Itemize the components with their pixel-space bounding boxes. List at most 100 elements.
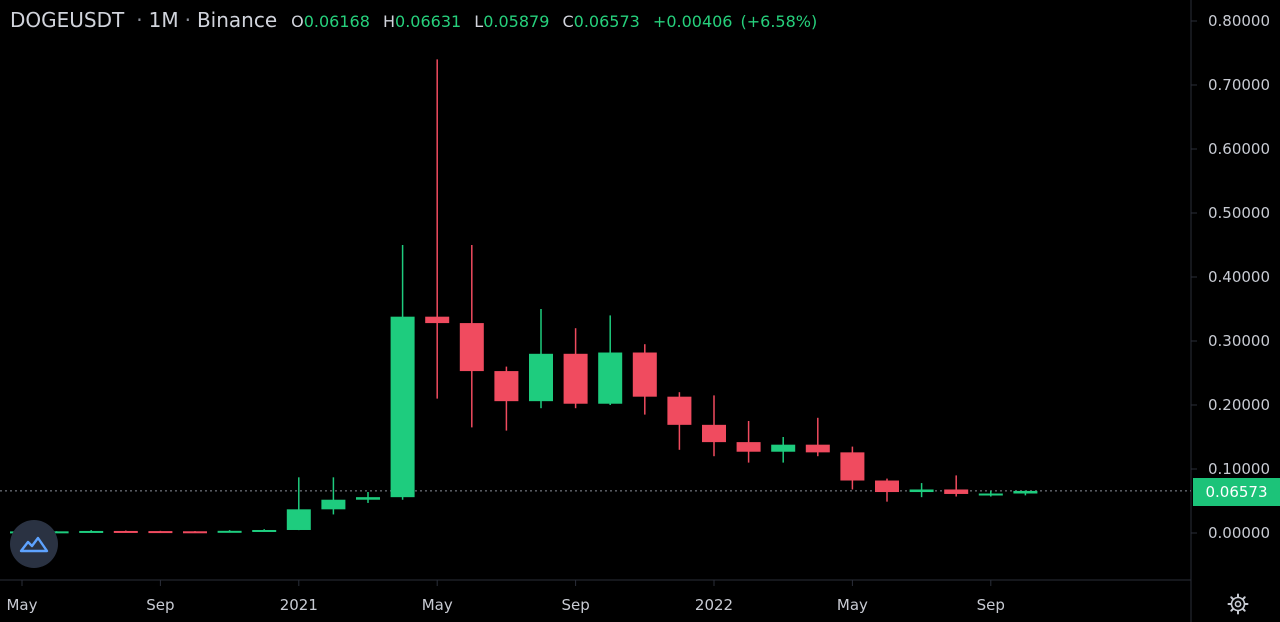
exchange-label: Binance (196, 8, 278, 32)
ohlc-values: O0.06168 H0.06631 L0.05879 C0.06573 +0.0… (291, 12, 825, 31)
candle (44, 531, 69, 534)
candle (736, 421, 761, 463)
price-tick-label: 0.50000 (1208, 204, 1270, 222)
candle (805, 417, 830, 457)
price-tick-label: 0.10000 (1208, 460, 1270, 478)
candle (944, 475, 969, 497)
candle-body (805, 444, 830, 453)
chart-legend: DOGEUSDT · 1M · Binance O0.06168 H0.0663… (10, 8, 825, 32)
legend-separator: · (136, 8, 143, 32)
candle (563, 328, 588, 409)
candle-body (494, 371, 519, 402)
candle-body (183, 531, 207, 534)
candle (286, 477, 311, 531)
candle (321, 477, 346, 515)
candle (529, 309, 553, 409)
candle (390, 245, 415, 500)
candle (632, 344, 657, 415)
candle-body (390, 316, 415, 498)
candle (113, 530, 138, 533)
time-axis: May Sep 2021 May Sep 2022 May Sep (6, 580, 1005, 614)
time-tick-label: Sep (561, 596, 589, 614)
price-tick-label: 0.60000 (1208, 140, 1270, 158)
time-tick-label: May (422, 596, 453, 614)
candle-body (563, 353, 588, 404)
candles-group (10, 59, 1038, 534)
candle (840, 446, 865, 490)
price-tick-label: 0.30000 (1208, 332, 1270, 350)
candle (909, 483, 934, 498)
candle-body (252, 529, 277, 532)
candle-body (286, 509, 311, 530)
price-axis: 0.00000 0.10000 0.20000 0.30000 0.40000 0.500… (1191, 12, 1270, 542)
candle (183, 531, 207, 534)
candle-body (113, 530, 138, 533)
candle-body (1013, 490, 1038, 494)
price-tick-label: 0.70000 (1208, 76, 1270, 94)
candle-body (702, 424, 726, 443)
time-tick-label: 2022 (695, 596, 733, 614)
candle-body (356, 497, 380, 500)
candle-body (909, 489, 934, 493)
candle-body (529, 353, 553, 402)
candle (771, 437, 796, 463)
time-tick-label: 2021 (280, 596, 318, 614)
candle (356, 492, 380, 503)
candle-body (736, 442, 761, 452)
candle-body (321, 499, 346, 510)
candle-body (944, 489, 969, 494)
candle-body (632, 352, 657, 397)
symbol-name[interactable]: DOGEUSDT (10, 8, 125, 32)
open-value: 0.06168 (303, 12, 370, 31)
change-value: +0.00406 (652, 12, 733, 31)
candle-body (425, 316, 450, 324)
candle (79, 530, 104, 533)
candle (494, 366, 519, 431)
candle-body (79, 530, 104, 533)
candle (459, 245, 484, 428)
candle-body (459, 323, 484, 372)
close-value: 0.06573 (573, 12, 640, 31)
candle-body (44, 531, 69, 534)
candle (148, 530, 173, 534)
low-value: 0.05879 (483, 12, 550, 31)
low-label: L (474, 12, 484, 31)
change-percent: (+6.58%) (740, 12, 818, 31)
candle-body (217, 530, 242, 533)
candle (425, 59, 450, 399)
open-label: O (291, 12, 304, 31)
legend-separator: · (184, 8, 191, 32)
candle-body (875, 480, 899, 493)
time-tick-label: Sep (977, 596, 1005, 614)
candle-body (771, 444, 796, 452)
candle (978, 490, 1003, 497)
candle (1013, 490, 1038, 496)
price-tick-label: 0.00000 (1208, 524, 1270, 542)
price-tick-label: 0.80000 (1208, 12, 1270, 30)
candle-body (978, 493, 1003, 496)
candle (252, 529, 277, 532)
close-label: C (562, 12, 574, 31)
candle (598, 315, 623, 405)
price-tick-label: 0.40000 (1208, 268, 1270, 286)
candle-body (598, 352, 623, 404)
candle (875, 478, 899, 502)
candle (702, 395, 726, 457)
time-tick-label: May (837, 596, 868, 614)
candle-body (667, 396, 692, 425)
high-value: 0.06631 (395, 12, 462, 31)
candle (667, 392, 692, 450)
last-price-tag: 0.06573 (1193, 478, 1280, 506)
candle (217, 530, 242, 533)
candle-body (148, 531, 173, 534)
candle-body (840, 452, 865, 481)
price-tick-label: 0.20000 (1208, 396, 1270, 414)
time-tick-label: Sep (146, 596, 174, 614)
tradingview-logo-icon[interactable] (10, 520, 58, 568)
time-tick-label: May (6, 596, 37, 614)
gear-icon[interactable] (1226, 592, 1250, 616)
high-label: H (382, 12, 396, 31)
interval-label[interactable]: 1M (148, 8, 179, 32)
